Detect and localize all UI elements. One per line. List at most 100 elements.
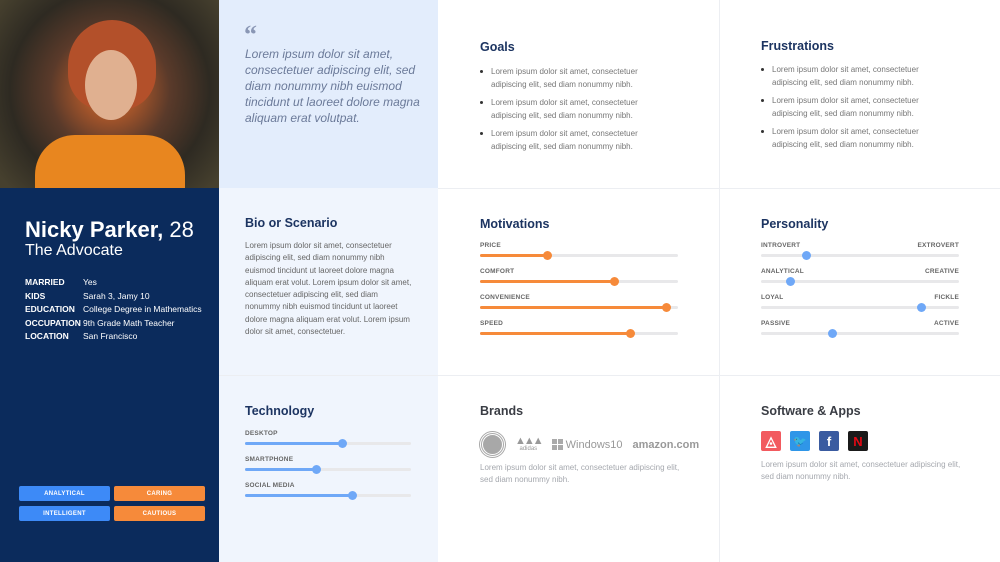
amazon-logo-icon: amazon.com: [632, 438, 700, 451]
slider-label: CONVENIENCE: [480, 294, 530, 301]
detail-row: KIDS Sarah 3, Jamy 10: [25, 291, 150, 301]
slider-track: [480, 251, 678, 260]
slider-track: [761, 303, 959, 312]
slider-track: [480, 277, 678, 286]
slider-thumb: [802, 251, 812, 260]
slider-fill: [245, 494, 353, 497]
slider-thumb: [625, 329, 635, 338]
apps-title: Software & Apps: [761, 404, 861, 418]
personality-title: Personality: [761, 217, 829, 231]
airbnb-icon: ◬: [761, 431, 781, 451]
slider-track: [761, 251, 959, 260]
list-item: Lorem ipsum dolor sit amet, consectetuer…: [761, 95, 941, 120]
list-item: Lorem ipsum dolor sit amet, consectetuer…: [480, 97, 660, 122]
slider-smartphone: SMARTPHONE: [245, 456, 411, 474]
starbucks-logo-icon: [480, 432, 505, 457]
trait-tag: ANALYTICAL: [19, 486, 110, 501]
slider-social-media: SOCIAL MEDIA: [245, 482, 411, 500]
bio-title: Bio or Scenario: [245, 216, 338, 230]
list-item: Lorem ipsum dolor sit amet, consectetuer…: [761, 64, 941, 89]
slider-label: COMFORT: [480, 268, 515, 275]
detail-key: MARRIED: [25, 277, 65, 287]
adidas-logo-icon: ▲▲▲ adidas: [515, 434, 544, 452]
slider-thumb: [916, 303, 926, 312]
detail-row: OCCUPATION 9th Grade Math Teacher: [25, 318, 175, 328]
slider-label: SOCIAL MEDIA: [245, 482, 295, 489]
slider-track: [245, 465, 411, 474]
detail-row: EDUCATION College Degree in Mathematics: [25, 304, 202, 314]
slider-thumb: [311, 465, 321, 474]
slider-thumb: [661, 303, 671, 312]
trait-tag: CARING: [114, 486, 205, 501]
brands-text: Lorem ipsum dolor sit amet, consectetuer…: [480, 463, 680, 485]
brand-logos: ▲▲▲ adidas Windows10 amazon.com: [480, 432, 699, 457]
slider-comfort: COMFORT: [480, 268, 678, 286]
facebook-icon: f: [819, 431, 839, 451]
slider-right-label: CREATIVE: [925, 268, 959, 275]
detail-key: LOCATION: [25, 331, 69, 341]
slider-left-label: LOYAL: [761, 294, 784, 301]
trait-tag: INTELLIGENT: [19, 506, 110, 521]
slider-introvert: INTROVERT EXTROVERT: [761, 242, 959, 260]
slider-track: [761, 277, 959, 286]
persona-age: 28: [169, 217, 194, 242]
list-item: Lorem ipsum dolor sit amet, consectetuer…: [480, 66, 660, 91]
slider-fill: [480, 306, 667, 309]
divider: [219, 375, 1000, 376]
slider-right-label: FICKLE: [934, 294, 959, 301]
slider-analytical: ANALYTICAL CREATIVE: [761, 268, 959, 286]
detail-value: San Francisco: [83, 331, 138, 341]
quote-text: Lorem ipsum dolor sit amet, consectetuer…: [245, 47, 420, 125]
goals-list: Lorem ipsum dolor sit amet, consectetuer…: [480, 66, 660, 159]
technology-title: Technology: [245, 404, 315, 418]
slider-fill: [245, 442, 343, 445]
goals-title: Goals: [480, 40, 515, 54]
slider-right-label: EXTROVERT: [917, 242, 959, 249]
slider-thumb: [542, 251, 552, 260]
list-item: Lorem ipsum dolor sit amet, consectetuer…: [761, 126, 941, 151]
detail-value: 9th Grade Math Teacher: [83, 317, 175, 328]
slider-convenience: CONVENIENCE: [480, 294, 678, 312]
apps-text: Lorem ipsum dolor sit amet, consectetuer…: [761, 460, 961, 482]
persona-role: The Advocate: [25, 242, 123, 259]
list-item: Lorem ipsum dolor sit amet, consectetuer…: [480, 128, 660, 153]
divider: [438, 188, 1000, 189]
slider-fill: [480, 332, 631, 335]
slider-track: [761, 329, 959, 338]
detail-key: EDUCATION: [25, 304, 75, 314]
netflix-icon: N: [848, 431, 868, 451]
slider-fill: [480, 280, 615, 283]
motivations-title: Motivations: [480, 217, 550, 231]
twitter-icon: 🐦: [790, 431, 810, 451]
detail-value: Sarah 3, Jamy 10: [83, 290, 150, 301]
slider-passive: PASSIVE ACTIVE: [761, 320, 959, 338]
divider: [719, 0, 720, 562]
slider-loyal: LOYAL FICKLE: [761, 294, 959, 312]
slider-label: PRICE: [480, 242, 501, 249]
slider-fill: [245, 468, 317, 471]
detail-row: LOCATION San Francisco: [25, 331, 137, 341]
slider-track: [245, 491, 411, 500]
slider-left-label: PASSIVE: [761, 320, 791, 327]
detail-value: Yes: [83, 277, 97, 287]
slider-label: SPEED: [480, 320, 504, 327]
slider-track: [245, 439, 411, 448]
slider-thumb: [610, 277, 620, 286]
detail-key: OCCUPATION: [25, 317, 81, 328]
frustrations-title: Frustrations: [761, 39, 834, 53]
persona-name: Nicky Parker, 28: [25, 217, 194, 242]
slider-thumb: [338, 439, 348, 448]
slider-left-label: INTROVERT: [761, 242, 801, 249]
frustrations-list: Lorem ipsum dolor sit amet, consectetuer…: [761, 64, 941, 157]
quote-panel: [219, 0, 438, 188]
detail-key: KIDS: [25, 290, 46, 301]
bio-text: Lorem ipsum dolor sit amet, consectetuer…: [245, 241, 412, 337]
slider-right-label: ACTIVE: [933, 320, 959, 327]
slider-desktop: DESKTOP: [245, 430, 411, 448]
windows-logo-icon: Windows10: [551, 439, 623, 451]
slider-left-label: ANALYTICAL: [761, 268, 804, 275]
profile-photo: [0, 0, 219, 188]
slider-fill: [480, 254, 548, 257]
slider-thumb: [348, 491, 358, 500]
quote-icon: “: [244, 20, 257, 49]
